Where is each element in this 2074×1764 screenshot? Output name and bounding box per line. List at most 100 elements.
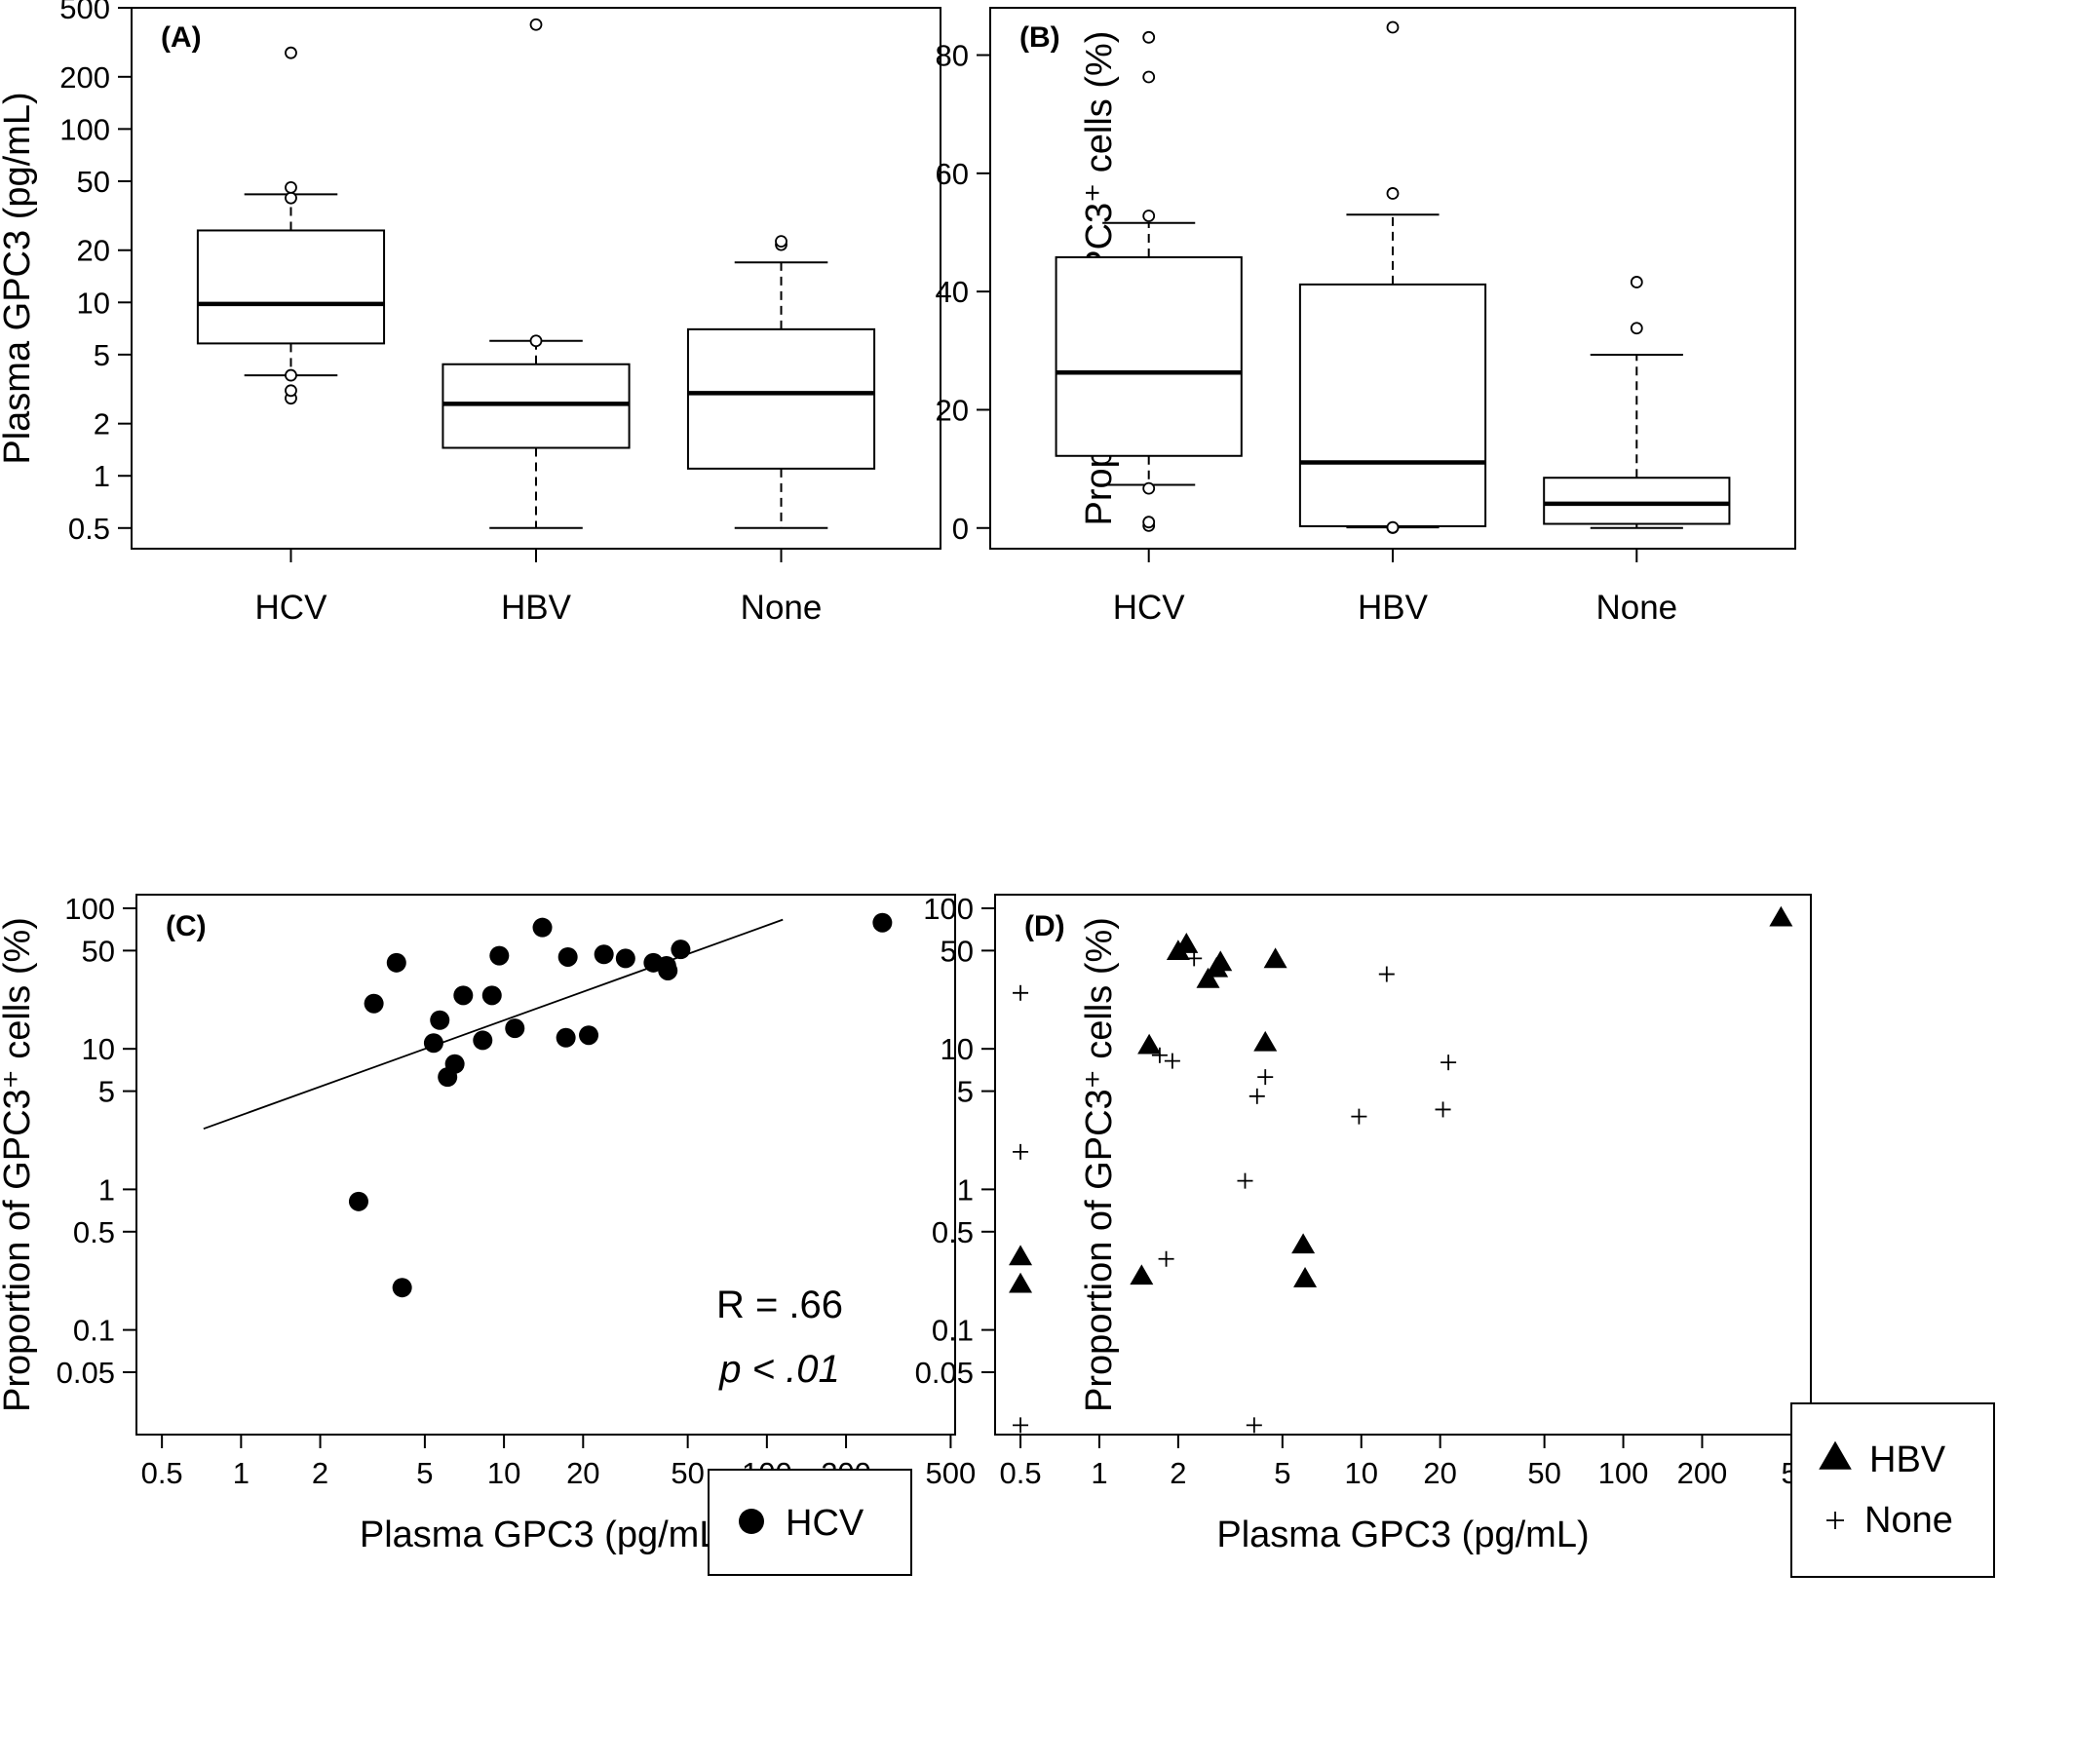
data-point <box>444 1054 465 1074</box>
outlier-point <box>285 384 297 398</box>
x-tick-label: 10 <box>1345 1456 1378 1490</box>
data-point <box>364 993 384 1014</box>
data-point <box>1009 1245 1033 1266</box>
data-point <box>1151 1047 1168 1063</box>
y-axis-label: Proportion of GPC3⁺ cells (%) <box>0 917 38 1412</box>
y-tick-label: 1 <box>98 1172 115 1207</box>
series-none <box>1013 950 1457 1434</box>
y-tick-label: 5 <box>957 1075 974 1109</box>
outlier-point <box>1630 276 1643 288</box>
y-tick-label: 40 <box>936 275 969 309</box>
x-tick-label: 0.5 <box>999 1456 1041 1490</box>
y-tick-label: 20 <box>936 393 969 427</box>
data-point <box>1137 1033 1162 1055</box>
data-point <box>430 1010 450 1030</box>
panel-B: (B)020406080Proportion of GPC3⁺ cells (%… <box>936 7 1796 627</box>
panel-D: (D) 0.05 0.1 0.5 1 5 10 50 100 Proportion of GPC3… <box>915 892 1995 1578</box>
data-point <box>386 952 406 973</box>
y-tick-label: 50 <box>941 934 974 968</box>
y-tick-label: 60 <box>936 157 969 191</box>
y-tick-label: 1 <box>957 1172 974 1207</box>
y-tick-label: 5 <box>94 338 110 372</box>
x-axis-label: Plasma GPC3 (pg/mL) <box>1216 1515 1589 1555</box>
data-point <box>615 948 635 969</box>
data-point <box>1257 1069 1274 1086</box>
y-axis-label: Proportion of GPC3⁺ cells (%) <box>1079 917 1120 1412</box>
data-point <box>1263 947 1287 969</box>
data-point <box>1209 950 1233 972</box>
box-none <box>686 235 876 529</box>
iqr-box <box>1298 283 1487 527</box>
data-point <box>579 1025 599 1046</box>
panel-label: (C) <box>166 910 207 942</box>
y-tick-label: 0.05 <box>915 1356 974 1390</box>
data-point <box>1196 967 1220 988</box>
data-point <box>1013 1143 1029 1160</box>
data-point <box>473 1030 493 1051</box>
x-tick-label: 200 <box>1677 1456 1728 1490</box>
legend-label: HCV <box>786 1503 864 1544</box>
data-point <box>1435 1101 1451 1118</box>
y-tick-label: 20 <box>77 234 110 268</box>
outlier-point <box>529 18 543 31</box>
data-point <box>658 960 678 980</box>
data-point <box>1009 1272 1033 1293</box>
y-tick-label: 500 <box>59 0 110 25</box>
category-label: None <box>741 589 823 627</box>
legend-marker-plus <box>1826 1512 1844 1529</box>
y-tick-label: 5 <box>98 1075 115 1109</box>
y-tick-label: 200 <box>59 60 110 95</box>
data-point <box>505 1018 525 1039</box>
outlier-point <box>1386 520 1400 534</box>
legend-c: HCV <box>708 1469 912 1576</box>
outlier-point <box>285 368 297 382</box>
box-hcv <box>1055 30 1243 532</box>
category-label: HCV <box>1113 589 1186 627</box>
outlier-point <box>1142 481 1156 495</box>
legend-label: HBV <box>1869 1439 1946 1480</box>
box-hbv <box>442 18 631 529</box>
series-hcv <box>348 912 893 1298</box>
outlier-point <box>1142 30 1156 44</box>
x-tick-label: 100 <box>1598 1456 1649 1490</box>
y-tick-label: 80 <box>936 39 969 73</box>
p-value: p < .01 <box>718 1348 839 1391</box>
outlier-point <box>1630 322 1643 335</box>
data-point <box>872 912 893 933</box>
category-label: HBV <box>1358 589 1429 627</box>
data-point <box>1291 1233 1316 1254</box>
series-hbv <box>1009 905 1793 1293</box>
outlier-point <box>1142 70 1156 84</box>
y-tick-label: 10 <box>77 286 110 320</box>
iqr-box <box>1055 255 1243 457</box>
data-point <box>1174 933 1199 953</box>
data-point <box>594 944 614 965</box>
outlier-point <box>1142 516 1156 529</box>
outlier-point <box>1386 187 1400 200</box>
y-tick-label: 0.5 <box>932 1215 974 1249</box>
y-tick-label: 1 <box>94 459 110 493</box>
legend-frame <box>1790 1402 1995 1578</box>
plot-frame-D <box>994 894 1812 1436</box>
data-point <box>1013 984 1029 1001</box>
data-point <box>1246 1417 1262 1434</box>
x-tick-label: 1 <box>233 1456 250 1490</box>
data-point <box>348 1191 368 1211</box>
outlier-point <box>285 180 297 194</box>
plot-frame-C <box>135 894 956 1436</box>
data-point <box>1351 1108 1367 1125</box>
data-point <box>1378 966 1395 982</box>
x-tick-label: 50 <box>671 1456 704 1490</box>
y-tick-label: 50 <box>82 934 115 968</box>
category-label: HCV <box>255 589 328 627</box>
data-point <box>1013 1417 1029 1434</box>
data-point <box>1158 1250 1174 1267</box>
data-point <box>1440 1055 1457 1071</box>
x-tick-label: 50 <box>1527 1456 1560 1490</box>
panel-label: (B) <box>1019 21 1060 54</box>
data-point <box>1293 1267 1318 1287</box>
x-tick-label: 2 <box>312 1456 328 1490</box>
data-point <box>532 917 553 938</box>
data-point <box>1186 950 1203 967</box>
outlier-point <box>285 46 297 59</box>
